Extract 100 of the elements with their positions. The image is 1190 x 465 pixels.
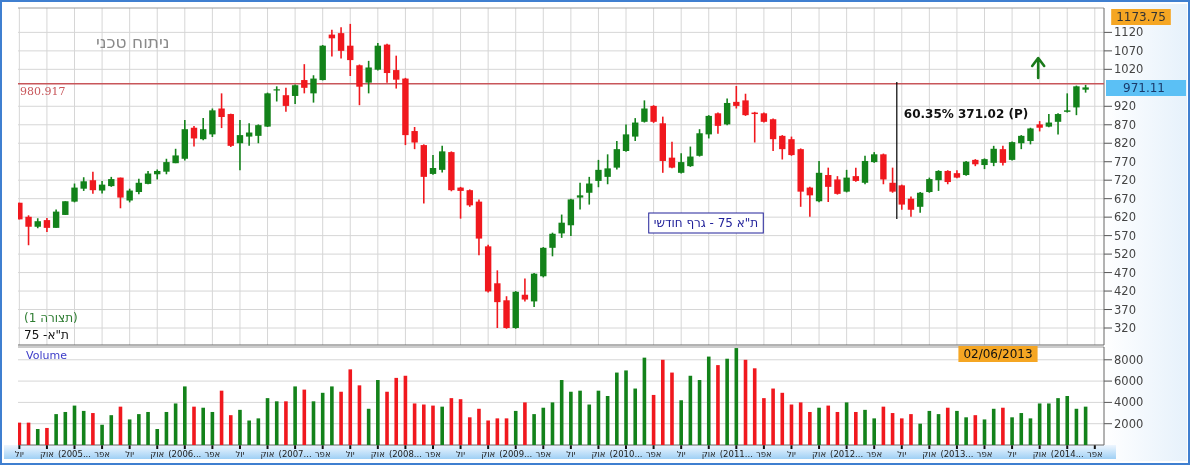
bar	[826, 405, 831, 445]
y-tick-label: 2000	[1114, 416, 1144, 431]
bar	[376, 380, 380, 445]
bar	[523, 402, 527, 445]
bar	[1010, 417, 1014, 445]
bar	[183, 386, 187, 445]
ref-line-label: 980.917	[20, 84, 66, 98]
x-tick-label: (2005...	[57, 449, 92, 459]
x-tick-label: אפר	[645, 449, 662, 459]
y-tick-label: 4000	[1114, 395, 1144, 410]
bar	[228, 415, 233, 445]
x-tick-label: (2008...	[388, 449, 422, 459]
y-tick-label: 370	[1114, 302, 1136, 317]
annotation: 02/06/2013	[963, 347, 1033, 361]
x-tick-label: אוק	[39, 449, 54, 459]
bar	[633, 388, 638, 445]
text: ניתוח טכני	[96, 32, 170, 52]
x-tick-label: יול	[345, 449, 355, 459]
bar	[440, 406, 444, 445]
bar	[238, 409, 242, 445]
text: 971.11	[1123, 81, 1165, 95]
x-tick-label: אפר	[425, 449, 441, 459]
bar	[201, 407, 205, 445]
bar	[532, 414, 536, 445]
x-tick-label: אפר	[535, 449, 552, 459]
y-tick-label: 8000	[1114, 352, 1144, 367]
bar	[486, 420, 490, 445]
x-tick-label: אוק	[812, 449, 827, 459]
bar	[899, 418, 904, 445]
x-tick-label: אפר	[756, 449, 772, 459]
bar	[1001, 407, 1005, 445]
bar	[706, 356, 711, 445]
bar	[91, 413, 95, 445]
bar	[1047, 403, 1051, 445]
bar	[909, 414, 913, 445]
bar	[467, 417, 472, 445]
y-tick-label: 820	[1114, 136, 1136, 151]
bar	[569, 391, 573, 445]
x-tick-label: אפר	[314, 449, 331, 459]
bar	[725, 358, 729, 445]
bar	[431, 405, 435, 445]
y-tick-label: 520	[1114, 247, 1136, 262]
y-tick-label: 1120	[1114, 25, 1144, 40]
bar	[339, 391, 343, 445]
bar	[716, 365, 720, 445]
annotation: (תצורה 1)	[24, 311, 78, 325]
bar	[854, 411, 858, 445]
bar	[863, 409, 867, 445]
bar	[513, 410, 518, 445]
bar	[109, 415, 114, 445]
y-tick-label: 320	[1114, 321, 1136, 335]
bar	[45, 427, 49, 445]
x-tick-label: יול	[897, 449, 907, 459]
x-tick-label: (2014...	[1050, 449, 1084, 459]
x-tick-label: (2009...	[499, 449, 533, 459]
x-tick-label: אוק	[1032, 449, 1047, 459]
bar	[54, 414, 58, 445]
y-tick-label: 570	[1114, 228, 1136, 243]
x-tick-label: (2012...	[830, 449, 864, 459]
x-tick-label: אוק	[701, 449, 716, 459]
bar	[771, 388, 775, 445]
bar	[385, 391, 389, 445]
y-tick-label: 1020	[1114, 62, 1144, 77]
bar	[18, 422, 22, 445]
x-tick-label: יול	[676, 449, 686, 459]
y-tick-label: 670	[1114, 191, 1136, 206]
x-tick-label: (2011...	[719, 449, 753, 459]
x-tick-label: יול	[14, 449, 24, 459]
y-tick-label: 420	[1114, 284, 1136, 299]
bar	[293, 386, 297, 445]
x-tick-label: אפר	[976, 449, 993, 459]
bar	[660, 359, 665, 445]
bar	[762, 398, 766, 445]
bar	[752, 368, 757, 445]
bar	[137, 414, 141, 445]
bar	[578, 390, 582, 445]
x-tick-label: (2006...	[168, 449, 202, 459]
x-tick-label: יול	[235, 449, 245, 459]
text: 1173.75	[1116, 10, 1166, 24]
bar	[348, 369, 353, 445]
y-axis-title: Volume	[26, 349, 68, 362]
bar	[146, 411, 150, 445]
x-tick-label: יול	[125, 449, 135, 459]
bar	[1065, 396, 1070, 445]
x-tick-label: אוק	[481, 449, 496, 459]
bar	[394, 377, 399, 445]
bar	[624, 370, 628, 445]
bar	[422, 404, 426, 445]
x-tick-label: אפר	[866, 449, 883, 459]
x-tick-label: אוק	[370, 449, 385, 459]
bar	[247, 420, 251, 445]
annotation: ת"א- 75	[24, 328, 69, 342]
bar	[274, 401, 279, 445]
x-tick-label: אוק	[260, 449, 275, 459]
y-tick-label: 620	[1114, 210, 1136, 225]
bar	[964, 417, 968, 445]
bar	[192, 406, 196, 445]
bar	[330, 386, 334, 445]
text: ת"א 75 - גרף חודשי	[653, 216, 759, 230]
bar	[670, 372, 674, 445]
